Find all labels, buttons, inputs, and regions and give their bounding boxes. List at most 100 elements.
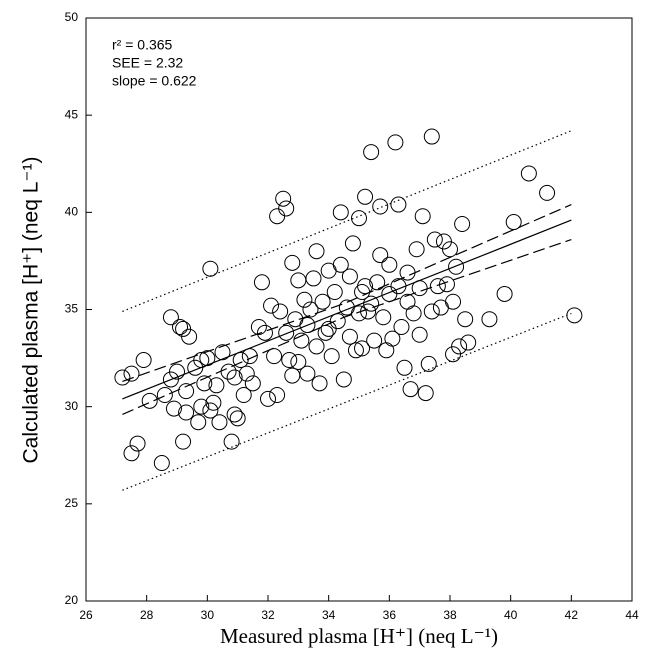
fit-line	[122, 238, 572, 415]
point	[387, 134, 404, 151]
point	[299, 317, 316, 334]
y-tick-label: 50	[65, 10, 79, 24]
point	[208, 377, 225, 394]
x-tick-label: 34	[322, 608, 336, 622]
point	[123, 445, 140, 462]
point	[566, 307, 583, 324]
point	[360, 303, 377, 320]
y-tick-label: 30	[65, 399, 79, 413]
y-tick-label: 45	[65, 107, 79, 121]
point	[135, 352, 152, 369]
point	[278, 200, 295, 217]
point	[341, 328, 358, 345]
point	[199, 350, 216, 367]
point	[411, 326, 428, 343]
point	[408, 241, 425, 258]
y-axis-title: Calculated plasma [H⁺] (neq L⁻¹)	[20, 157, 43, 464]
point	[290, 353, 307, 370]
fit-line	[122, 130, 572, 312]
point	[438, 276, 455, 293]
point	[290, 272, 307, 289]
point	[520, 165, 537, 182]
point	[317, 324, 334, 341]
point	[402, 381, 419, 398]
point	[363, 295, 380, 312]
fit-line	[122, 312, 572, 491]
annotation: r² = 0.365	[112, 37, 173, 53]
point	[129, 435, 146, 452]
point	[457, 311, 474, 328]
point	[432, 299, 449, 316]
point	[193, 398, 210, 415]
point	[308, 338, 325, 355]
point	[442, 241, 458, 258]
point	[281, 352, 298, 369]
point	[332, 204, 349, 221]
point	[448, 258, 465, 275]
x-tick-label: 42	[565, 608, 579, 622]
point	[169, 363, 185, 380]
point	[293, 332, 310, 349]
point	[323, 348, 340, 365]
point	[263, 297, 280, 314]
point	[454, 215, 471, 232]
point	[405, 305, 422, 322]
fit-line	[122, 219, 572, 400]
point	[326, 284, 343, 301]
point	[205, 394, 222, 411]
plot-frame	[85, 17, 633, 602]
point	[220, 363, 237, 380]
point	[153, 455, 170, 472]
point	[141, 392, 158, 409]
point	[302, 301, 319, 318]
point	[329, 313, 346, 330]
point	[260, 390, 276, 407]
point	[411, 280, 428, 297]
point	[357, 188, 374, 205]
point	[202, 260, 219, 277]
point	[165, 400, 182, 417]
point	[390, 278, 407, 295]
point	[223, 433, 240, 450]
point	[366, 332, 383, 349]
point	[193, 352, 210, 369]
x-tick-label: 36	[383, 608, 397, 622]
point	[211, 414, 228, 431]
point	[284, 367, 301, 384]
point	[272, 303, 289, 320]
x-tick-label: 28	[140, 608, 154, 622]
point	[256, 324, 273, 341]
point	[275, 190, 292, 207]
point	[311, 375, 328, 392]
point	[451, 338, 468, 355]
point	[284, 254, 301, 271]
point	[426, 231, 443, 248]
point	[190, 414, 207, 431]
point	[399, 264, 416, 281]
point	[344, 235, 361, 252]
annotation: SEE = 2.32	[112, 55, 183, 71]
point	[266, 348, 283, 365]
point	[354, 340, 371, 357]
x-tick-label: 38	[443, 608, 457, 622]
point	[244, 375, 261, 392]
point	[539, 184, 556, 201]
point	[369, 274, 386, 291]
point	[269, 208, 286, 225]
point	[202, 402, 219, 419]
fit-line	[122, 204, 572, 382]
x-axis-title: Measured plasma [H⁺] (neq L⁻¹)	[220, 624, 498, 648]
point	[505, 214, 522, 231]
point	[351, 210, 367, 227]
point	[390, 196, 407, 213]
point	[357, 278, 374, 295]
point	[420, 355, 437, 372]
point	[429, 278, 446, 295]
point	[278, 324, 295, 341]
point	[269, 387, 286, 404]
y-tick-label: 25	[65, 496, 79, 510]
point	[445, 293, 462, 310]
x-tick-label: 44	[625, 608, 639, 622]
point	[232, 352, 249, 369]
